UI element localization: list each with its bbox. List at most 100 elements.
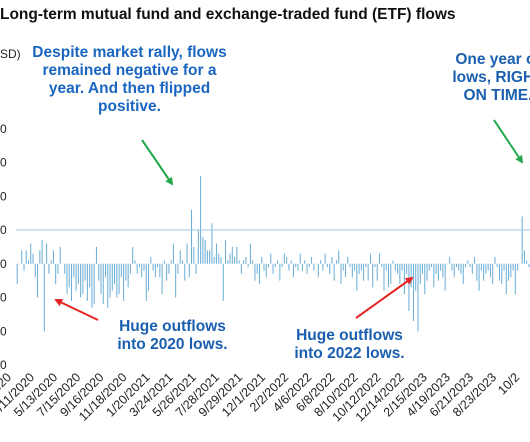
bar [64, 263, 66, 274]
bar [157, 263, 159, 268]
annotation-2020-outflows: Huge outflows into 2020 lows. [105, 318, 240, 354]
bar [256, 263, 258, 274]
bar [483, 263, 485, 281]
bar [159, 263, 161, 278]
bar [134, 260, 136, 264]
bar [179, 250, 181, 264]
bar [390, 263, 392, 284]
bar [55, 263, 57, 284]
bar [270, 253, 272, 264]
bar [181, 260, 183, 264]
bar [333, 263, 335, 281]
bar [358, 263, 360, 274]
bar [419, 263, 421, 284]
bar [478, 263, 480, 291]
bar [435, 263, 437, 274]
bar [225, 240, 227, 264]
bar [399, 263, 401, 284]
bar [188, 263, 190, 278]
bar [351, 263, 353, 278]
y-tick-label: 0 [0, 223, 7, 237]
bar [317, 263, 319, 278]
bar [356, 263, 358, 291]
bar [41, 240, 43, 264]
bar [313, 263, 315, 271]
bar [487, 263, 489, 271]
bar [286, 257, 288, 264]
bar [476, 263, 478, 281]
rally-arrow [141, 139, 174, 186]
bar [519, 263, 521, 265]
bar [480, 263, 482, 271]
bar [89, 263, 91, 288]
bar [191, 209, 193, 264]
bar [152, 263, 154, 271]
bar [315, 263, 317, 265]
bar [442, 263, 444, 278]
bar [136, 263, 138, 274]
bar [401, 263, 403, 271]
bar [57, 263, 59, 274]
bar [458, 263, 460, 271]
y-tick-label: 0 [0, 324, 7, 338]
bar [408, 263, 410, 311]
bar [342, 263, 344, 271]
bar [306, 263, 308, 274]
bar [403, 263, 405, 295]
bar [467, 260, 469, 264]
bar [501, 263, 503, 284]
bar [263, 263, 265, 271]
annotation-line: into 2022 lows. [294, 345, 405, 362]
bar [82, 263, 84, 295]
bar [349, 263, 351, 268]
bar [301, 263, 303, 271]
bar [215, 243, 217, 264]
bar [474, 257, 476, 264]
annotation-line: Huge outflows [119, 318, 226, 335]
bar [186, 243, 188, 264]
bar [132, 246, 134, 264]
bar [455, 263, 457, 268]
bar [360, 263, 362, 271]
bar [252, 260, 254, 264]
bar [184, 263, 186, 281]
bar [247, 263, 249, 268]
annotation-line: One year of [455, 51, 530, 68]
bar [61, 263, 63, 265]
bar [453, 263, 455, 278]
bar [462, 263, 464, 284]
bar [236, 246, 238, 264]
bar [234, 257, 236, 264]
bar [437, 263, 439, 281]
bar [523, 250, 525, 264]
bar [50, 260, 52, 264]
bar [517, 263, 519, 271]
annotation-line: remained negative for a [42, 62, 217, 79]
x-ticks: 20203/11/20205/13/20207/15/20209/16/2020… [0, 370, 522, 424]
bar [394, 263, 396, 271]
bar [331, 257, 333, 264]
bar [297, 263, 299, 271]
bar [345, 263, 347, 278]
bar [283, 253, 285, 264]
bar [385, 263, 387, 271]
bar [25, 250, 27, 264]
bar [118, 263, 120, 295]
bar [304, 260, 306, 264]
bar [290, 260, 292, 264]
bar [243, 260, 245, 264]
bar [102, 263, 104, 305]
annotation-2022-outflows: Huge outflows into 2022 lows. [282, 327, 417, 363]
bar [245, 257, 247, 264]
bar [98, 263, 100, 281]
bar [218, 253, 220, 264]
x-tick-label: 10/2 [495, 370, 522, 397]
bar [397, 263, 399, 274]
bar [227, 260, 229, 264]
bar [222, 263, 224, 301]
bar [505, 263, 507, 295]
annotation-line: into 2020 lows. [117, 336, 228, 353]
bar [281, 263, 283, 268]
annotation-line: lows, RIGHT [452, 69, 530, 86]
annotation-line: year. And then flipped [48, 80, 211, 97]
